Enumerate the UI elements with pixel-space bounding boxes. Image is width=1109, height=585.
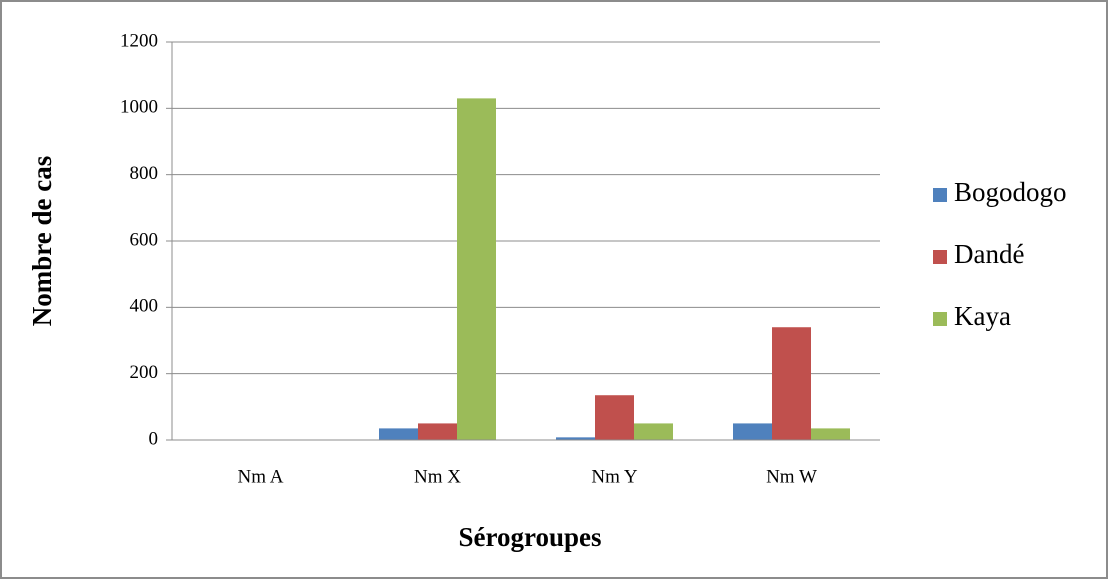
bar xyxy=(634,423,673,440)
x-axis-title: Sérogroupes xyxy=(458,522,601,552)
y-tick-label: 200 xyxy=(130,362,159,383)
y-tick-label: 1000 xyxy=(120,97,158,118)
x-tick-label: Nm X xyxy=(414,466,461,487)
bar xyxy=(418,423,457,440)
y-tick-label: 800 xyxy=(130,163,159,184)
bar xyxy=(556,437,595,440)
y-tick-label: 400 xyxy=(130,296,159,317)
bar xyxy=(595,395,634,440)
bar xyxy=(457,98,496,440)
y-tick-label: 0 xyxy=(149,428,159,449)
y-tick-label: 1200 xyxy=(120,30,158,51)
y-tick-label: 600 xyxy=(130,229,159,250)
x-tick-label: Nm W xyxy=(766,466,817,487)
legend-swatch xyxy=(933,312,947,326)
y-axis-title: Nombre de cas xyxy=(27,156,57,326)
bar xyxy=(733,423,772,440)
legend-label: Kaya xyxy=(954,301,1011,331)
legend-swatch xyxy=(933,188,947,202)
bar xyxy=(379,428,418,440)
legend-label: Dandé xyxy=(954,239,1024,269)
bar xyxy=(811,428,850,440)
legend-label: Bogodogo xyxy=(954,177,1067,207)
bar xyxy=(772,327,811,440)
x-tick-label: Nm Y xyxy=(591,466,638,487)
legend-swatch xyxy=(933,250,947,264)
x-tick-label: Nm A xyxy=(238,466,284,487)
